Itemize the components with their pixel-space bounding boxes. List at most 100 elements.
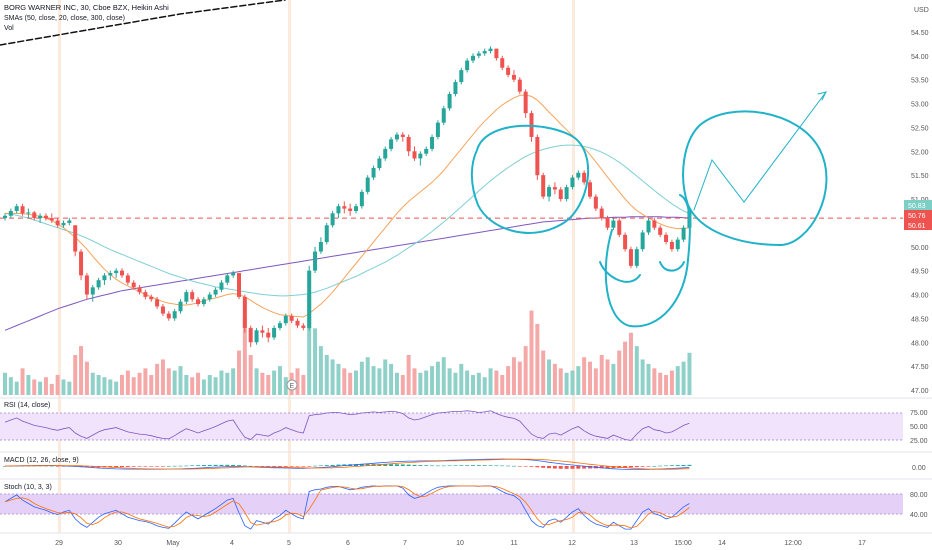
price-badge-high: 50.83: [908, 203, 926, 210]
macd-hist-bar: [623, 466, 628, 468]
candle-body: [652, 220, 657, 228]
macd-hist-bar: [242, 465, 247, 467]
earnings-marker[interactable]: E: [286, 379, 298, 391]
volume-bar: [535, 323, 540, 395]
svg-text:E: E: [290, 383, 295, 390]
volume-bar: [552, 363, 557, 395]
macd-hist-bar: [137, 466, 142, 467]
macd-hist-bar: [231, 464, 236, 466]
projection-path: [693, 91, 827, 211]
macd-hist-bar: [3, 466, 7, 467]
macd-hist-bar: [564, 466, 569, 469]
volume-bar: [599, 355, 604, 395]
macd-pane[interactable]: MACD (12, 26, close, 9) 0.00: [3, 457, 926, 472]
candle-body: [213, 289, 218, 295]
candle-body: [289, 316, 294, 321]
candle-body: [149, 296, 154, 300]
candle-body: [646, 220, 651, 233]
macd-hist-bar: [149, 466, 154, 467]
macd-hist-bar: [506, 465, 511, 467]
macd-hist-bar: [178, 465, 183, 467]
volume-bar: [640, 359, 645, 395]
volume-bar: [681, 361, 686, 395]
candle-body: [459, 70, 464, 83]
chart-legend: BORG WARNER INC, 30, Cboe BZX, Heikin As…: [4, 3, 169, 32]
macd-hist-bar: [494, 465, 499, 467]
volume-bar: [295, 368, 300, 395]
candle-body: [125, 275, 130, 283]
candle-body: [430, 136, 435, 149]
macd-hist-bar: [465, 465, 470, 466]
volume-bar: [593, 368, 598, 395]
candle-body: [435, 122, 440, 137]
candle-body: [260, 330, 265, 333]
volume-bar: [178, 366, 183, 395]
candle-body: [523, 91, 528, 114]
price-badge-low: 50.61: [908, 223, 926, 230]
candle-body: [26, 212, 31, 214]
stoch-pane[interactable]: Stoch (10, 3, 3) 80.00 40.00: [0, 484, 928, 530]
macd-hist-bar: [237, 465, 241, 466]
volume-bar: [605, 359, 610, 395]
macd-hist-bar: [500, 465, 505, 467]
price-tick-label: 47.50: [911, 364, 929, 371]
candle-body: [73, 225, 78, 252]
volume-bar: [90, 372, 95, 395]
volume-bar: [219, 370, 224, 395]
candle-body: [90, 287, 95, 295]
sma-legend: SMAs (50, close, 20, close, 300, close): [4, 15, 125, 22]
volume-bar: [394, 372, 399, 395]
candle-body: [178, 301, 183, 312]
volume-bar: [342, 368, 347, 395]
macd-hist-bar: [108, 466, 113, 468]
candle-body: [96, 280, 101, 288]
candle-body: [365, 177, 370, 192]
time-tick-label: 10: [456, 540, 464, 547]
volume-bar: [166, 368, 171, 395]
candle-body: [324, 225, 329, 242]
drawing-annotations[interactable]: [0, 0, 828, 328]
macd-hist-bar: [84, 466, 89, 468]
macd-line: [4, 458, 690, 470]
volume-bar: [430, 366, 435, 395]
session-separators: [58, 0, 575, 533]
volume-bar: [213, 377, 218, 395]
candle-body: [605, 218, 610, 228]
volume-bar: [646, 363, 651, 395]
candle-body: [547, 187, 552, 197]
price-badges: 50.83 50.76 50.61: [904, 200, 932, 230]
volume-bar: [260, 372, 265, 395]
candle-body: [131, 282, 136, 288]
rsi-pane[interactable]: RSI (14, close) 75.00 50.00 25.00: [0, 402, 928, 445]
volume-bar: [459, 363, 464, 395]
projection-arrowhead: [817, 91, 827, 101]
macd-signal-line: [4, 458, 690, 470]
volume-bar: [582, 357, 587, 395]
volume-bar: [49, 383, 54, 395]
candle-body: [248, 327, 253, 343]
macd-hist-bar: [453, 465, 458, 466]
volume-bar: [184, 375, 189, 395]
volume-bar: [336, 363, 341, 395]
head-drawing: [604, 194, 691, 328]
volume-bar: [114, 381, 119, 395]
macd-hist-bar: [359, 464, 364, 466]
volume-bar: [687, 352, 692, 395]
candle-body: [184, 292, 189, 302]
stoch-tick-80: 80.00: [910, 492, 928, 499]
price-tick-label: 48.00: [911, 340, 929, 347]
volume-bar: [658, 372, 663, 395]
time-axis[interactable]: 29 30 May 4 5 6 7 10 11 12 13 15:00 14 12:00 17: [55, 540, 866, 547]
candle-body: [517, 79, 522, 92]
volume-bar: [55, 375, 60, 395]
volume-bar: [377, 368, 382, 395]
time-tick-label: 4: [230, 540, 234, 547]
volume-bar: [482, 377, 487, 395]
volume-bar: [354, 370, 358, 395]
price-axis[interactable]: USD 54.50 54.00 53.50 53.00 52.50 52.00 51.50 5…: [904, 7, 932, 395]
macd-hist-bar: [652, 466, 657, 467]
stoch-tick-40: 40.00: [910, 512, 928, 519]
volume-bar: [67, 381, 72, 395]
currency-label: USD: [914, 7, 929, 14]
